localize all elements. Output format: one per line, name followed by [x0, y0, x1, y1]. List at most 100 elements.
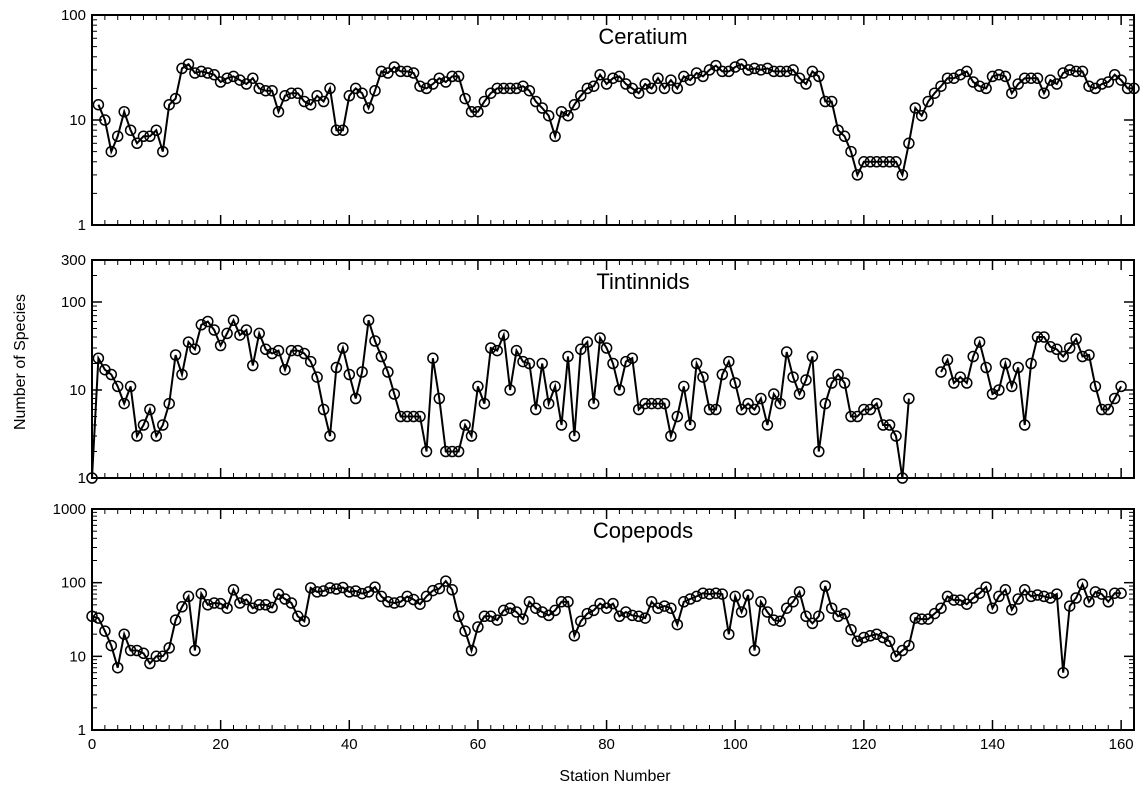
- data-point: [845, 410, 857, 423]
- data-point: [227, 70, 240, 83]
- data-point: [362, 314, 375, 327]
- data-point: [407, 67, 420, 79]
- data-point: [832, 124, 844, 136]
- data-point: [92, 612, 105, 624]
- data-point: [883, 419, 896, 431]
- data-point: [157, 145, 169, 158]
- data-point: [568, 630, 581, 642]
- data-point: [768, 388, 780, 400]
- data-point: [999, 584, 1012, 596]
- data-point: [665, 74, 677, 86]
- data-point: [607, 72, 619, 84]
- data-point: [1044, 74, 1057, 86]
- data-point: [729, 590, 741, 603]
- data-point: [150, 650, 163, 663]
- data-point: [800, 610, 812, 623]
- data-point: [433, 582, 446, 595]
- data-point: [800, 374, 812, 386]
- data-point: [343, 90, 356, 102]
- data-point: [298, 615, 311, 627]
- data-point: [1038, 590, 1050, 603]
- data-point: [105, 639, 118, 652]
- data-point: [111, 661, 124, 674]
- y-tick-label: 1: [78, 722, 86, 739]
- data-point: [330, 124, 343, 136]
- data-point: [118, 105, 130, 118]
- data-point: [806, 350, 819, 363]
- data-point: [247, 602, 259, 614]
- data-point: [523, 357, 536, 370]
- data-point: [748, 644, 761, 657]
- data-point: [124, 644, 137, 657]
- data-point: [825, 602, 838, 614]
- data-point: [748, 62, 761, 75]
- data-point: [452, 70, 465, 83]
- data-point: [356, 587, 368, 600]
- data-point: [870, 397, 883, 410]
- data-point: [915, 109, 928, 122]
- data-point: [1096, 403, 1108, 416]
- data-point: [1096, 78, 1108, 90]
- data-point: [124, 124, 137, 136]
- data-point: [1057, 666, 1069, 679]
- data-point: [208, 597, 220, 609]
- data-point: [131, 137, 143, 150]
- data-point: [723, 355, 735, 368]
- data-point: [587, 604, 600, 617]
- data-point: [369, 335, 381, 347]
- data-point: [735, 58, 748, 70]
- data-point: [1108, 392, 1121, 405]
- data-point: [780, 65, 793, 78]
- data-point: [144, 403, 156, 416]
- data-point: [632, 610, 645, 623]
- data-point: [632, 403, 645, 416]
- data-point: [568, 430, 581, 442]
- data-point: [954, 68, 967, 81]
- data-point: [845, 145, 857, 158]
- plot-frame: [91, 259, 1135, 479]
- data-point: [356, 366, 368, 378]
- data-point: [478, 95, 491, 108]
- data-point: [549, 380, 561, 393]
- data-point: [304, 582, 317, 594]
- data-point: [1076, 350, 1089, 363]
- data-point: [536, 606, 548, 618]
- data-point: [1076, 578, 1089, 591]
- data-point: [748, 403, 761, 416]
- data-point: [716, 588, 729, 600]
- data-point: [915, 613, 928, 625]
- data-point: [851, 635, 864, 648]
- x-tick-label: 140: [980, 736, 1005, 753]
- data-point: [324, 82, 336, 95]
- data-point: [298, 95, 311, 108]
- data-point: [896, 472, 909, 484]
- data-point: [394, 410, 407, 423]
- data-point: [440, 575, 452, 587]
- data-point: [697, 70, 709, 83]
- data-point: [530, 95, 542, 108]
- data-point: [838, 130, 851, 143]
- data-point: [240, 78, 253, 90]
- data-point: [1044, 592, 1057, 604]
- data-point: [317, 403, 330, 416]
- data-point: [575, 90, 587, 102]
- data-point: [189, 343, 201, 356]
- data-point: [214, 339, 227, 352]
- data-point: [375, 350, 388, 363]
- data-point: [131, 644, 143, 657]
- data-point: [523, 84, 536, 97]
- y-axis-label: Number of Species: [12, 294, 29, 430]
- data-point: [292, 344, 304, 357]
- data-point: [780, 346, 793, 358]
- data-point: [137, 419, 150, 431]
- data-point: [1083, 80, 1095, 92]
- data-point: [562, 109, 574, 122]
- data-point: [851, 410, 864, 423]
- data-point: [362, 102, 375, 114]
- data-point: [684, 74, 696, 86]
- data-point: [1051, 588, 1063, 600]
- panel-title: Tintinnids: [596, 269, 689, 294]
- data-point: [645, 82, 658, 95]
- data-point: [292, 87, 304, 99]
- data-point: [517, 613, 529, 625]
